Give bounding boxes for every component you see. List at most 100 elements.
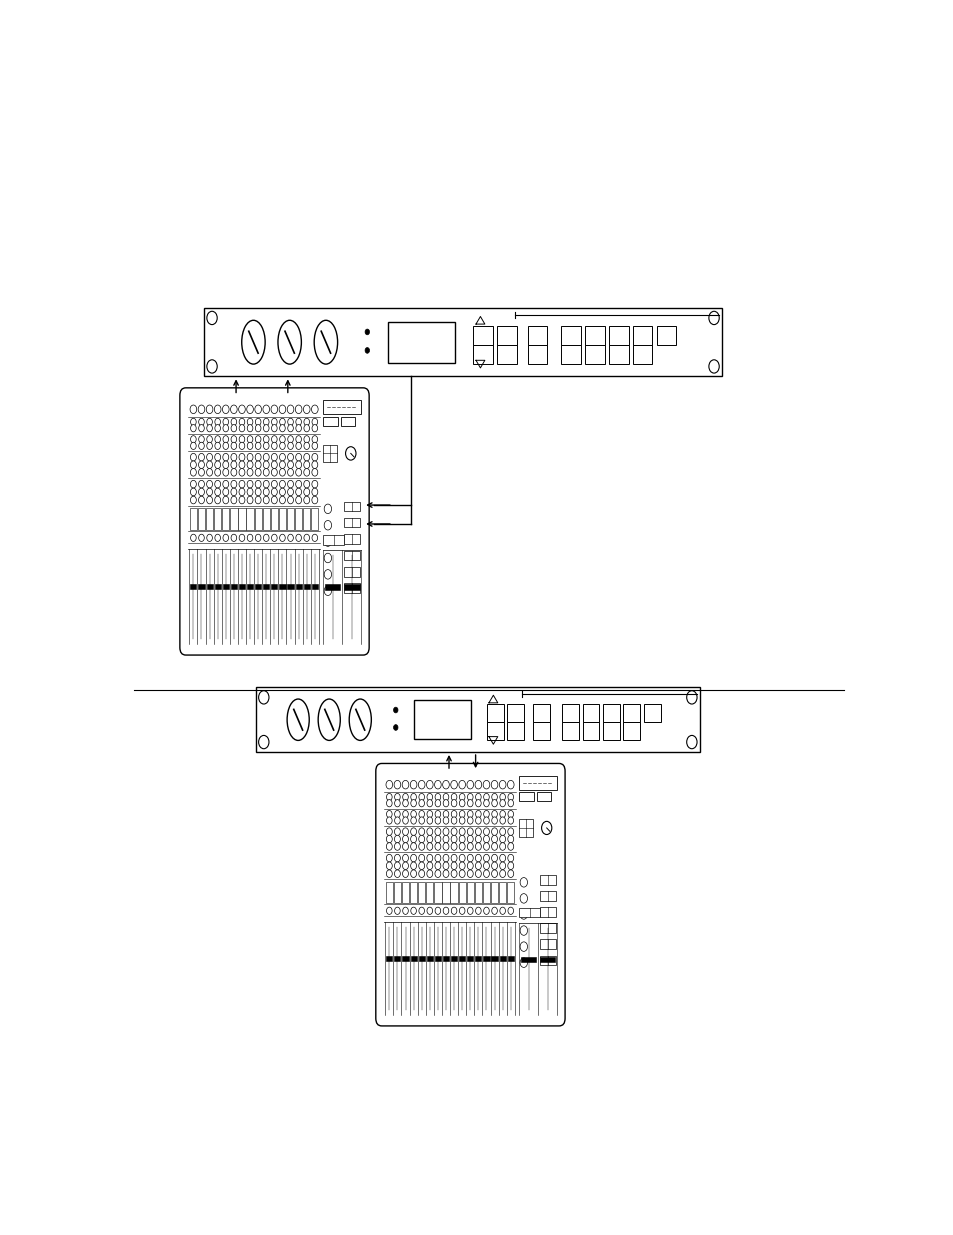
Circle shape [365,329,369,335]
Circle shape [207,480,213,488]
Bar [417,882,425,903]
Bar [560,326,580,345]
Circle shape [395,816,400,824]
Circle shape [443,793,448,800]
Circle shape [303,405,310,414]
Circle shape [272,436,277,443]
Circle shape [312,442,317,450]
Bar [246,509,253,530]
Circle shape [442,842,449,850]
Circle shape [402,816,408,824]
Bar [458,882,465,903]
Circle shape [214,425,220,432]
Circle shape [247,405,253,414]
Ellipse shape [277,320,301,364]
Circle shape [304,442,309,450]
Circle shape [271,461,277,468]
Bar [254,509,261,530]
Circle shape [435,816,440,824]
Circle shape [475,869,481,878]
Circle shape [427,816,432,824]
Bar [197,509,205,530]
Bar [278,509,286,530]
Circle shape [491,816,497,824]
Circle shape [491,793,497,800]
Bar [507,956,514,961]
Bar [190,584,196,589]
Circle shape [191,496,196,504]
Circle shape [708,359,719,373]
Bar [622,722,639,741]
Circle shape [263,453,269,461]
Bar [410,956,416,961]
Ellipse shape [314,320,337,364]
Circle shape [402,835,408,842]
Circle shape [475,816,480,824]
Circle shape [475,781,481,789]
Bar [656,326,676,345]
Circle shape [231,461,236,468]
Circle shape [239,442,245,450]
Circle shape [247,453,253,461]
Circle shape [239,488,245,495]
Bar [582,722,598,741]
Circle shape [491,799,497,806]
Bar [539,940,556,948]
Circle shape [395,908,400,914]
Circle shape [410,862,416,869]
Circle shape [247,425,253,432]
Circle shape [435,855,440,862]
Circle shape [271,468,277,477]
Bar [303,584,310,589]
Circle shape [435,810,440,818]
FancyBboxPatch shape [180,388,369,655]
Circle shape [491,835,497,842]
Circle shape [324,569,332,579]
Bar [539,876,556,884]
Bar [442,882,449,903]
Circle shape [255,419,261,426]
Bar [622,704,639,722]
Circle shape [519,926,527,935]
Circle shape [279,461,285,468]
Bar [386,956,392,961]
Circle shape [190,405,196,414]
Circle shape [507,908,513,914]
Circle shape [499,816,505,824]
Circle shape [295,480,301,488]
Circle shape [491,908,497,914]
Circle shape [386,816,392,824]
Circle shape [239,436,245,443]
Circle shape [214,453,220,461]
Circle shape [295,419,301,426]
Circle shape [402,793,408,800]
Bar [498,882,506,903]
Circle shape [231,535,236,541]
Circle shape [247,468,253,477]
Circle shape [263,419,269,426]
Circle shape [198,425,204,432]
Bar [410,882,416,903]
Circle shape [255,496,261,504]
Circle shape [279,496,285,504]
Ellipse shape [349,699,371,741]
Circle shape [198,496,204,504]
Circle shape [312,461,317,468]
Bar [323,535,344,545]
Circle shape [255,425,261,432]
Circle shape [207,419,213,426]
Circle shape [483,908,489,914]
Circle shape [467,855,473,862]
Circle shape [231,496,236,504]
Circle shape [519,942,527,951]
Circle shape [451,862,456,869]
Circle shape [231,453,236,461]
Circle shape [223,496,229,504]
Bar [198,584,204,589]
Circle shape [214,405,221,414]
Circle shape [324,553,332,563]
Circle shape [287,488,294,495]
Circle shape [288,436,293,443]
Bar [602,704,619,722]
Circle shape [418,908,424,914]
